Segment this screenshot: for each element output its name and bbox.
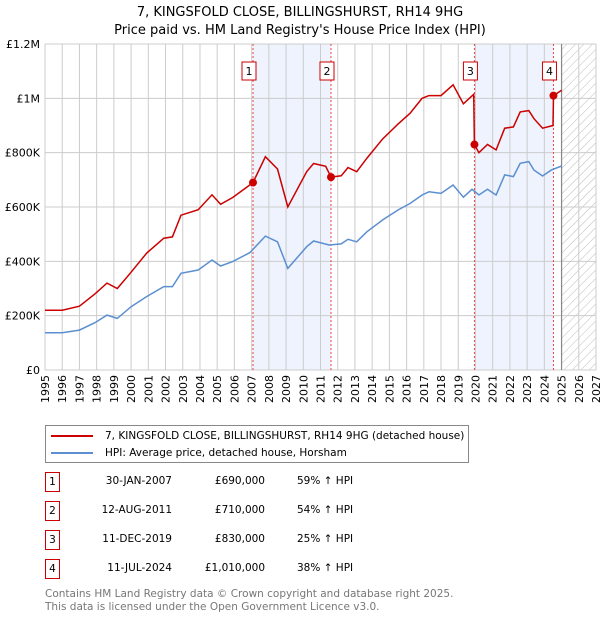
title-line-2: Price paid vs. HM Land Registry's House … [114, 23, 486, 38]
footer: Contains HM Land Registry data © Crown c… [45, 588, 453, 614]
x-tick-label: 2016 [401, 375, 414, 403]
x-tick-label: 2021 [487, 375, 500, 403]
sale-label-1: 1 [246, 65, 253, 78]
sale-date: 11-DEC-2019 [102, 533, 172, 545]
sale-row: 3 11-DEC-2019 £830,000 25% ↑ HPI [45, 530, 465, 550]
x-tick-label: 2007 [246, 375, 259, 403]
price-chart: 1995 1996 1997 1998 1999 2000 2001 2002 2003 2004… [5, 38, 600, 403]
footer-line-1: Contains HM Land Registry data © Crown c… [45, 588, 454, 600]
x-tick-label: 2019 [452, 375, 465, 403]
y-tick-label: £200K [5, 310, 41, 323]
legend-item-property: 7, KINGSFOLD CLOSE, BILLINGSHURST, RH14 … [51, 428, 464, 444]
sale-label-box-1 [241, 61, 257, 81]
sale-row: 2 12-AUG-2011 £710,000 54% ↑ HPI [45, 501, 465, 521]
x-tick-label: 2027 [590, 375, 600, 403]
sale-hpi-diff: 25% ↑ HPI [297, 533, 354, 545]
series-line-property [45, 83, 563, 311]
x-tick-label: 1996 [56, 375, 69, 403]
x-tick-label: 2009 [280, 375, 293, 403]
sale-label-3: 3 [467, 65, 474, 78]
sale-number: 1 [45, 472, 60, 492]
sale-price: £690,000 [214, 475, 265, 487]
title-line-1: 7, KINGSFOLD CLOSE, BILLINGSHURST, RH14 … [136, 5, 464, 20]
y-tick-label: £0 [26, 364, 40, 377]
x-tick-label: 2013 [349, 375, 362, 403]
x-tick-label: 2005 [211, 375, 224, 403]
sale-label-2: 2 [324, 65, 331, 78]
x-tick-label: 1997 [73, 375, 86, 403]
y-tick-label: £800K [5, 147, 41, 160]
x-tick-label: 2008 [263, 375, 276, 403]
x-tick-label: 2001 [142, 375, 155, 403]
x-tick-label: 2022 [504, 375, 517, 403]
sale-price: £710,000 [214, 504, 265, 516]
legend: 7, KINGSFOLD CLOSE, BILLINGSHURST, RH14 … [45, 425, 469, 463]
x-tick-label: 1995 [39, 375, 52, 403]
x-tick-label: 2014 [366, 375, 379, 403]
sale-date: 11-JUL-2024 [107, 562, 172, 574]
sale-date: 12-AUG-2011 [101, 504, 172, 516]
x-tick-label: 2023 [521, 375, 534, 403]
sale-row: 1 30-JAN-2007 £690,000 59% ↑ HPI [45, 472, 465, 492]
footer-line-2: This data is licensed under the Open Gov… [45, 601, 380, 613]
sale-marker-2 [327, 173, 336, 182]
x-tick-label: 1999 [108, 375, 121, 403]
legend-label-property: 7, KINGSFOLD CLOSE, BILLINGSHURST, RH14 … [105, 430, 465, 442]
x-tick-label: 2004 [194, 375, 207, 403]
sale-price: £830,000 [214, 533, 265, 545]
sale-label-4: 4 [546, 65, 553, 78]
legend-label-hpi: HPI: Average price, detached house, Hors… [105, 447, 347, 459]
y-tick-label: £1M [17, 92, 41, 105]
sale-label-box-3 [462, 61, 478, 81]
y-tick-label: £600K [5, 201, 41, 214]
x-tick-label: 2000 [125, 375, 138, 403]
sale-number: 2 [45, 501, 60, 521]
sale-hpi-diff: 38% ↑ HPI [297, 562, 354, 574]
legend-item-hpi: HPI: Average price, detached house, Hors… [51, 445, 347, 461]
x-tick-label: 2017 [418, 375, 431, 403]
x-tick-label: 2020 [469, 375, 482, 403]
sale-number: 4 [45, 559, 60, 579]
x-tick-label: 2002 [160, 375, 173, 403]
y-tick-label: £400K [5, 255, 41, 268]
x-tick-label: 2006 [228, 375, 241, 403]
x-tick-label: 2012 [332, 375, 345, 403]
sale-marker-4 [549, 91, 558, 100]
x-tick-label: 2011 [315, 375, 328, 403]
sale-marker-3 [470, 140, 479, 149]
legend-swatch-hpi [51, 452, 93, 454]
sale-number: 3 [45, 530, 60, 550]
sale-date: 30-JAN-2007 [105, 475, 172, 487]
sale-row: 4 11-JUL-2024 £1,010,000 38% ↑ HPI [45, 559, 465, 579]
sale-hpi-diff: 54% ↑ HPI [297, 504, 354, 516]
x-tick-label: 2010 [297, 375, 310, 403]
sale-marker-1 [249, 178, 258, 187]
sale-label-box-4 [541, 61, 557, 81]
x-tick-label: 2026 [573, 375, 586, 403]
sale-hpi-diff: 59% ↑ HPI [297, 475, 354, 487]
sale-price: £1,010,000 [204, 562, 265, 574]
legend-swatch-property [51, 435, 93, 437]
x-tick-label: 2024 [538, 375, 551, 403]
series-line-hpi [45, 160, 562, 334]
sale-label-box-2 [319, 61, 335, 81]
x-tick-label: 2003 [177, 375, 190, 403]
chart-title: 7, KINGSFOLD CLOSE, BILLINGSHURST, RH14 … [0, 4, 600, 40]
x-tick-label: 1998 [91, 375, 104, 403]
x-tick-label: 2015 [383, 375, 396, 403]
x-tick-label: 2018 [435, 375, 448, 403]
x-tick-label: 2025 [556, 375, 569, 403]
y-tick-label: £1.2M [6, 38, 40, 51]
